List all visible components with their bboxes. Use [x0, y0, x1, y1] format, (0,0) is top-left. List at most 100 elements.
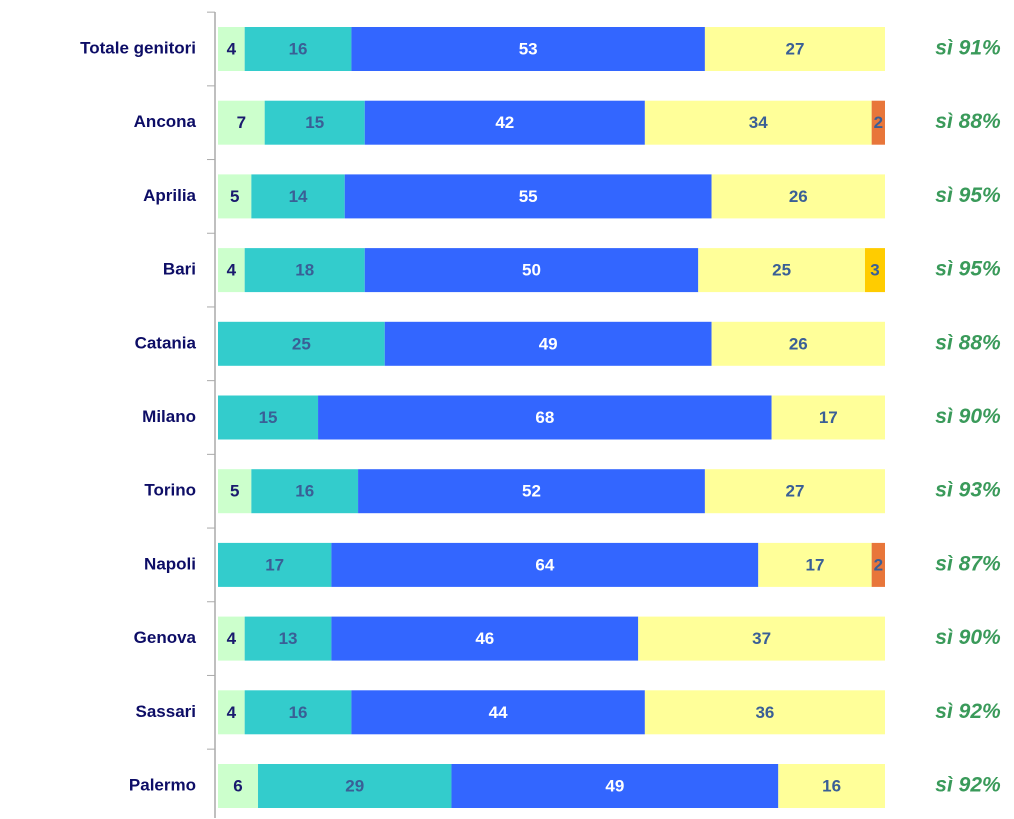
bar-segment	[218, 100, 265, 145]
data-label: 17	[819, 408, 838, 427]
data-label: 36	[755, 703, 774, 722]
bar-segment	[451, 764, 779, 808]
data-label: 16	[289, 39, 308, 58]
bar-segment	[364, 248, 699, 293]
data-label: 16	[822, 776, 841, 795]
y-tick-label: Napoli	[144, 554, 196, 573]
data-label: 53	[519, 39, 538, 58]
data-label: 68	[535, 408, 554, 427]
data-label: 26	[789, 334, 808, 353]
annotation: sì 88%	[935, 331, 1001, 354]
y-tick-label: Totale genitori	[80, 38, 196, 57]
bar-segment	[251, 469, 359, 514]
bar-segment	[258, 764, 452, 808]
data-label: 2	[874, 555, 883, 574]
y-tick-label: Palermo	[129, 775, 196, 794]
data-label: 2	[874, 113, 883, 132]
data-label: 49	[605, 776, 624, 795]
data-label: 27	[785, 39, 804, 58]
bar-segment	[218, 616, 245, 661]
bar-segment	[358, 469, 705, 514]
data-label: 34	[749, 113, 768, 132]
y-tick-label: Ancona	[134, 112, 197, 131]
annotation: sì 95%	[935, 258, 1001, 281]
bar-segment	[644, 690, 885, 735]
data-label: 27	[785, 482, 804, 501]
bar-segment	[244, 27, 352, 71]
data-label: 4	[227, 703, 237, 722]
data-label: 18	[295, 261, 314, 280]
bar-segment	[318, 395, 772, 440]
data-label: 55	[519, 187, 538, 206]
bar-segment	[704, 469, 885, 514]
data-label: 15	[259, 408, 278, 427]
data-label: 4	[227, 39, 237, 58]
data-label: 3	[870, 261, 879, 280]
data-label: 4	[227, 629, 237, 648]
y-tick-label: Genova	[134, 628, 197, 647]
data-label: 16	[289, 703, 308, 722]
data-label: 52	[522, 482, 541, 501]
bar-segment	[218, 764, 259, 808]
bar-segment	[218, 542, 332, 587]
data-label: 5	[230, 187, 239, 206]
bar-segment	[218, 690, 245, 735]
data-label: 44	[489, 703, 508, 722]
bar-segment	[218, 248, 245, 293]
data-label: 29	[345, 776, 364, 795]
data-label: 26	[789, 187, 808, 206]
annotation: sì 88%	[935, 110, 1001, 133]
bar-segment	[704, 27, 885, 71]
data-label: 64	[535, 555, 554, 574]
bar-segment	[364, 100, 645, 145]
bar-segment	[871, 100, 885, 145]
bar-segment	[331, 616, 639, 661]
data-label: 49	[539, 334, 558, 353]
data-label: 5	[230, 482, 239, 501]
data-label: 17	[265, 555, 284, 574]
bar-segment	[778, 764, 885, 808]
data-label: 25	[772, 261, 791, 280]
data-label: 15	[305, 113, 324, 132]
bar-segment	[638, 616, 885, 661]
bar-segment	[698, 248, 865, 293]
bar-segment	[711, 321, 885, 366]
y-tick-label: Sassari	[136, 702, 197, 721]
bar-segment	[218, 395, 319, 440]
annotation: sì 95%	[935, 184, 1001, 207]
bar-segment	[218, 469, 252, 514]
data-label: 16	[295, 482, 314, 501]
y-tick-label: Torino	[144, 481, 196, 500]
y-tick-label: Milano	[142, 407, 196, 426]
annotation: sì 87%	[935, 552, 1001, 575]
data-label: 25	[292, 334, 311, 353]
data-label: 37	[752, 629, 771, 648]
bar-segment	[771, 395, 885, 440]
bar-segment	[331, 542, 759, 587]
bar-segment	[384, 321, 712, 366]
y-tick-label: Bari	[163, 260, 196, 279]
bar-segment	[758, 542, 872, 587]
data-label: 13	[279, 629, 298, 648]
data-label: 7	[237, 113, 246, 132]
bar-segment	[244, 248, 365, 293]
bar-segment	[264, 100, 365, 145]
data-label: 50	[522, 261, 541, 280]
bar-segment	[711, 174, 885, 219]
annotation: sì 91%	[935, 37, 1001, 60]
data-label: 4	[227, 261, 237, 280]
annotation: sì 93%	[935, 479, 1001, 502]
bar-segment	[244, 616, 332, 661]
bar-segment	[871, 542, 885, 587]
annotation: sì 90%	[935, 405, 1001, 428]
bar-segment	[644, 100, 872, 145]
bar-segment	[864, 248, 885, 293]
data-label: 14	[289, 187, 308, 206]
bar-segment	[344, 174, 712, 219]
annotation: sì 92%	[935, 774, 1001, 797]
bar-segment	[351, 690, 645, 735]
bar-segment	[251, 174, 345, 219]
data-label: 6	[233, 776, 242, 795]
bar-segment	[244, 690, 352, 735]
